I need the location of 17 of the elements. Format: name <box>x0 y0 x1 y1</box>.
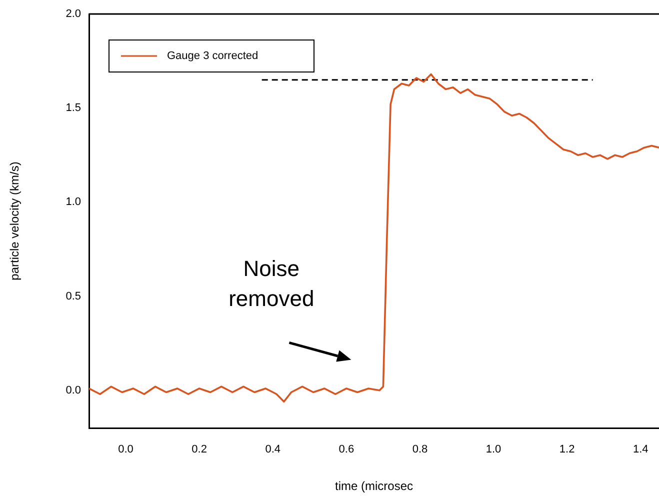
x-tick-label: 0.4 <box>265 444 281 456</box>
y-tick-label: 2.0 <box>66 8 81 20</box>
x-tick-label: 0.0 <box>118 444 134 456</box>
y-tick-label: 0.0 <box>66 384 81 396</box>
x-tick-label: 0.2 <box>192 444 207 456</box>
x-tick-label: 0.6 <box>338 444 354 456</box>
y-tick-label: 0.5 <box>66 290 81 302</box>
x-tick-label: 0.8 <box>412 444 428 456</box>
annotation: Noise removed <box>228 256 314 312</box>
y-tick-label: 1.0 <box>66 196 81 208</box>
x-tick-label: 1.2 <box>559 444 575 456</box>
y-axis-title: particle velocity (km/s) <box>8 162 22 280</box>
x-tick-label: 1.4 <box>632 444 648 456</box>
x-tick-label: 1.0 <box>486 444 502 456</box>
y-tick-label: 1.5 <box>66 102 81 114</box>
x-axis-title: time (microsec <box>334 479 414 494</box>
legend-label: Gauge 3 corrected <box>167 50 258 62</box>
